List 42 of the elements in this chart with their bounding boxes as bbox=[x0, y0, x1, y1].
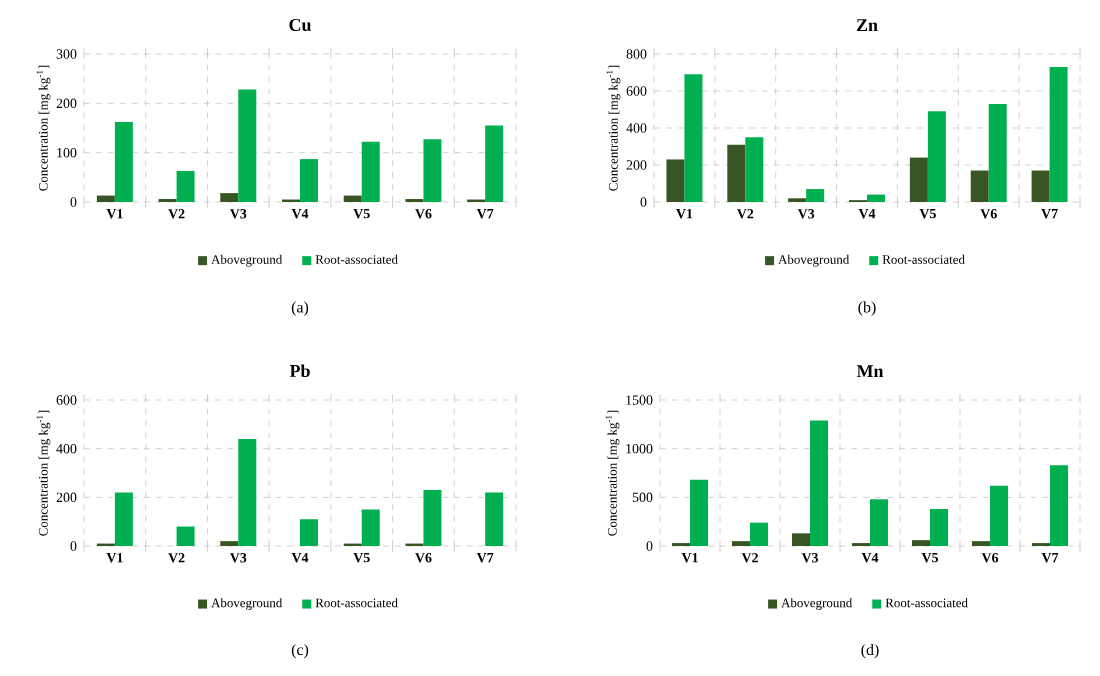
bar bbox=[114, 492, 133, 546]
bar bbox=[666, 159, 685, 202]
bar bbox=[867, 194, 886, 202]
bar bbox=[909, 157, 928, 202]
bar bbox=[343, 195, 362, 202]
bar bbox=[1049, 66, 1068, 202]
bar bbox=[1050, 465, 1069, 546]
bar bbox=[970, 170, 989, 202]
chart-title: Mn bbox=[856, 365, 884, 377]
bar bbox=[912, 540, 931, 546]
bar bbox=[870, 499, 889, 546]
bar bbox=[727, 144, 746, 202]
bar bbox=[300, 159, 319, 202]
bar bbox=[1031, 170, 1050, 202]
bar bbox=[300, 519, 319, 546]
bar bbox=[792, 533, 811, 546]
bar bbox=[810, 420, 829, 546]
bar bbox=[684, 74, 703, 202]
bar bbox=[220, 193, 239, 202]
chart-title: Cu bbox=[289, 18, 311, 31]
bar bbox=[423, 490, 442, 546]
bar bbox=[485, 125, 504, 202]
bar bbox=[176, 526, 195, 546]
bar bbox=[990, 485, 1009, 546]
bar bbox=[361, 509, 380, 546]
bar bbox=[485, 492, 504, 546]
bar bbox=[927, 111, 946, 202]
bar bbox=[988, 103, 1007, 202]
bar bbox=[176, 170, 195, 202]
bar bbox=[423, 139, 442, 202]
bar bbox=[361, 141, 380, 202]
bar bbox=[930, 509, 949, 546]
chart-title: Zn bbox=[856, 19, 878, 31]
chart-title: Pb bbox=[289, 364, 310, 378]
bar bbox=[806, 189, 825, 202]
bar bbox=[690, 479, 709, 546]
bar bbox=[238, 438, 257, 546]
bar bbox=[750, 522, 769, 546]
bar bbox=[114, 122, 133, 202]
bar bbox=[745, 137, 764, 202]
bar bbox=[96, 195, 115, 202]
bar bbox=[238, 89, 257, 202]
